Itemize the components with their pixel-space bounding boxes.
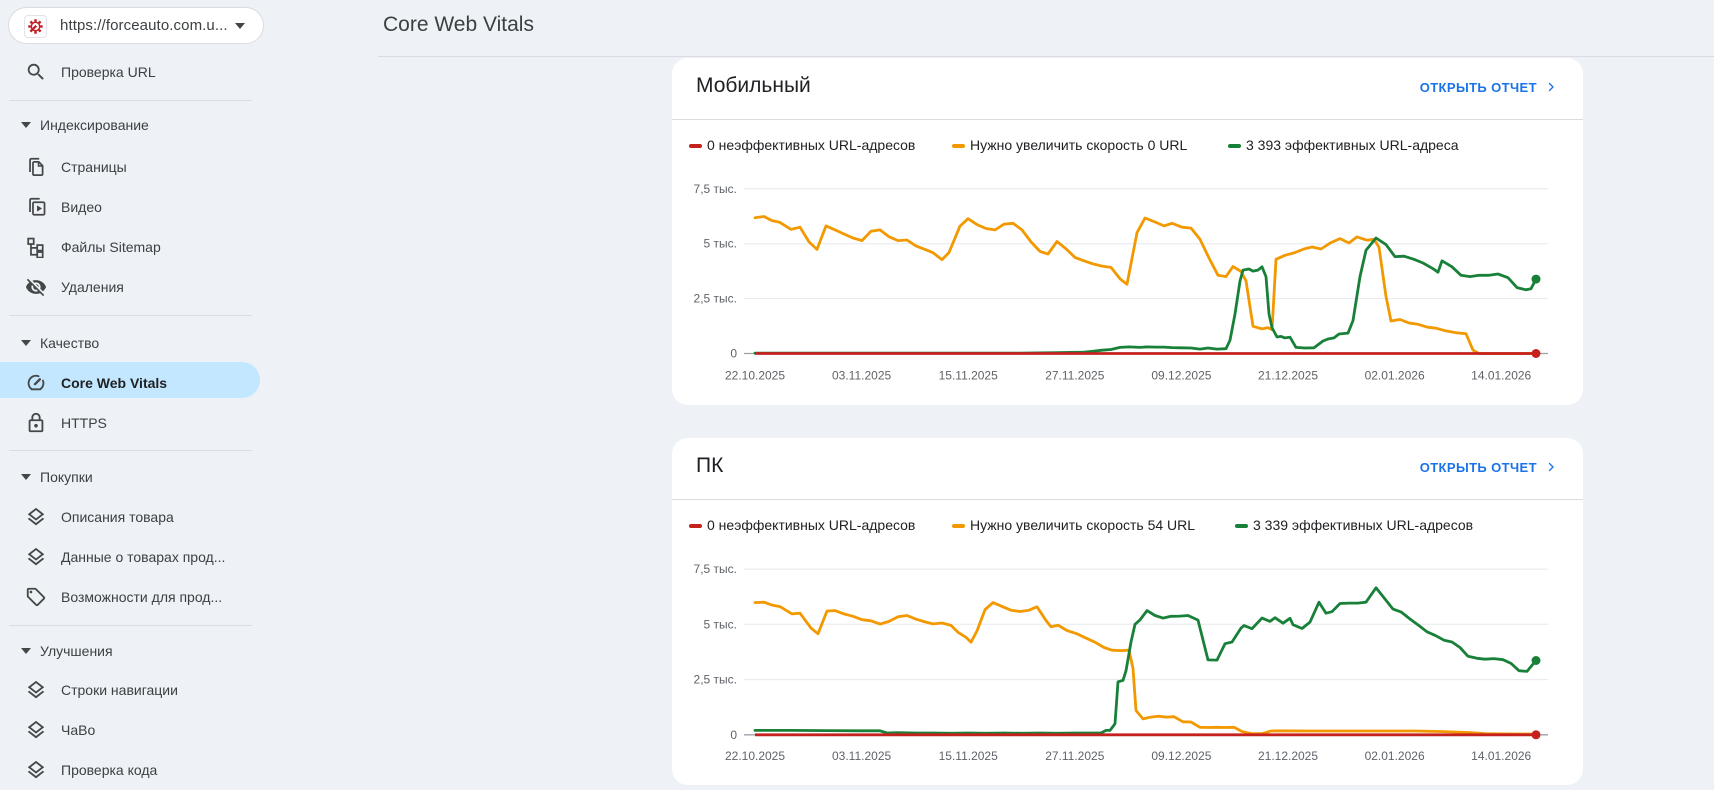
svg-text:03.11.2025: 03.11.2025 [832, 369, 891, 383]
svg-text:21.12.2025: 21.12.2025 [1258, 369, 1318, 383]
svg-text:2,5 тыс.: 2,5 тыс. [694, 292, 737, 306]
svg-text:02.01.2026: 02.01.2026 [1365, 369, 1425, 383]
svg-text:21.12.2025: 21.12.2025 [1258, 749, 1318, 763]
svg-text:7,5 тыс.: 7,5 тыс. [694, 182, 737, 196]
svg-text:27.11.2025: 27.11.2025 [1045, 369, 1104, 383]
svg-text:14.01.2026: 14.01.2026 [1471, 749, 1531, 763]
svg-text:7,5 тыс.: 7,5 тыс. [694, 562, 737, 576]
svg-text:09.12.2025: 09.12.2025 [1151, 369, 1211, 383]
svg-text:09.12.2025: 09.12.2025 [1151, 749, 1211, 763]
svg-text:14.01.2026: 14.01.2026 [1471, 369, 1531, 383]
svg-text:2,5 тыс.: 2,5 тыс. [694, 673, 737, 687]
svg-text:5 тыс.: 5 тыс. [704, 237, 737, 251]
svg-text:5 тыс.: 5 тыс. [704, 617, 737, 631]
svg-text:0: 0 [730, 347, 737, 361]
svg-text:03.11.2025: 03.11.2025 [832, 749, 891, 763]
svg-text:15.11.2025: 15.11.2025 [939, 369, 998, 383]
svg-text:22.10.2025: 22.10.2025 [725, 369, 785, 383]
svg-text:0: 0 [730, 728, 737, 742]
svg-text:22.10.2025: 22.10.2025 [725, 749, 785, 763]
svg-text:02.01.2026: 02.01.2026 [1365, 749, 1425, 763]
svg-text:27.11.2025: 27.11.2025 [1045, 749, 1104, 763]
svg-text:15.11.2025: 15.11.2025 [939, 749, 998, 763]
